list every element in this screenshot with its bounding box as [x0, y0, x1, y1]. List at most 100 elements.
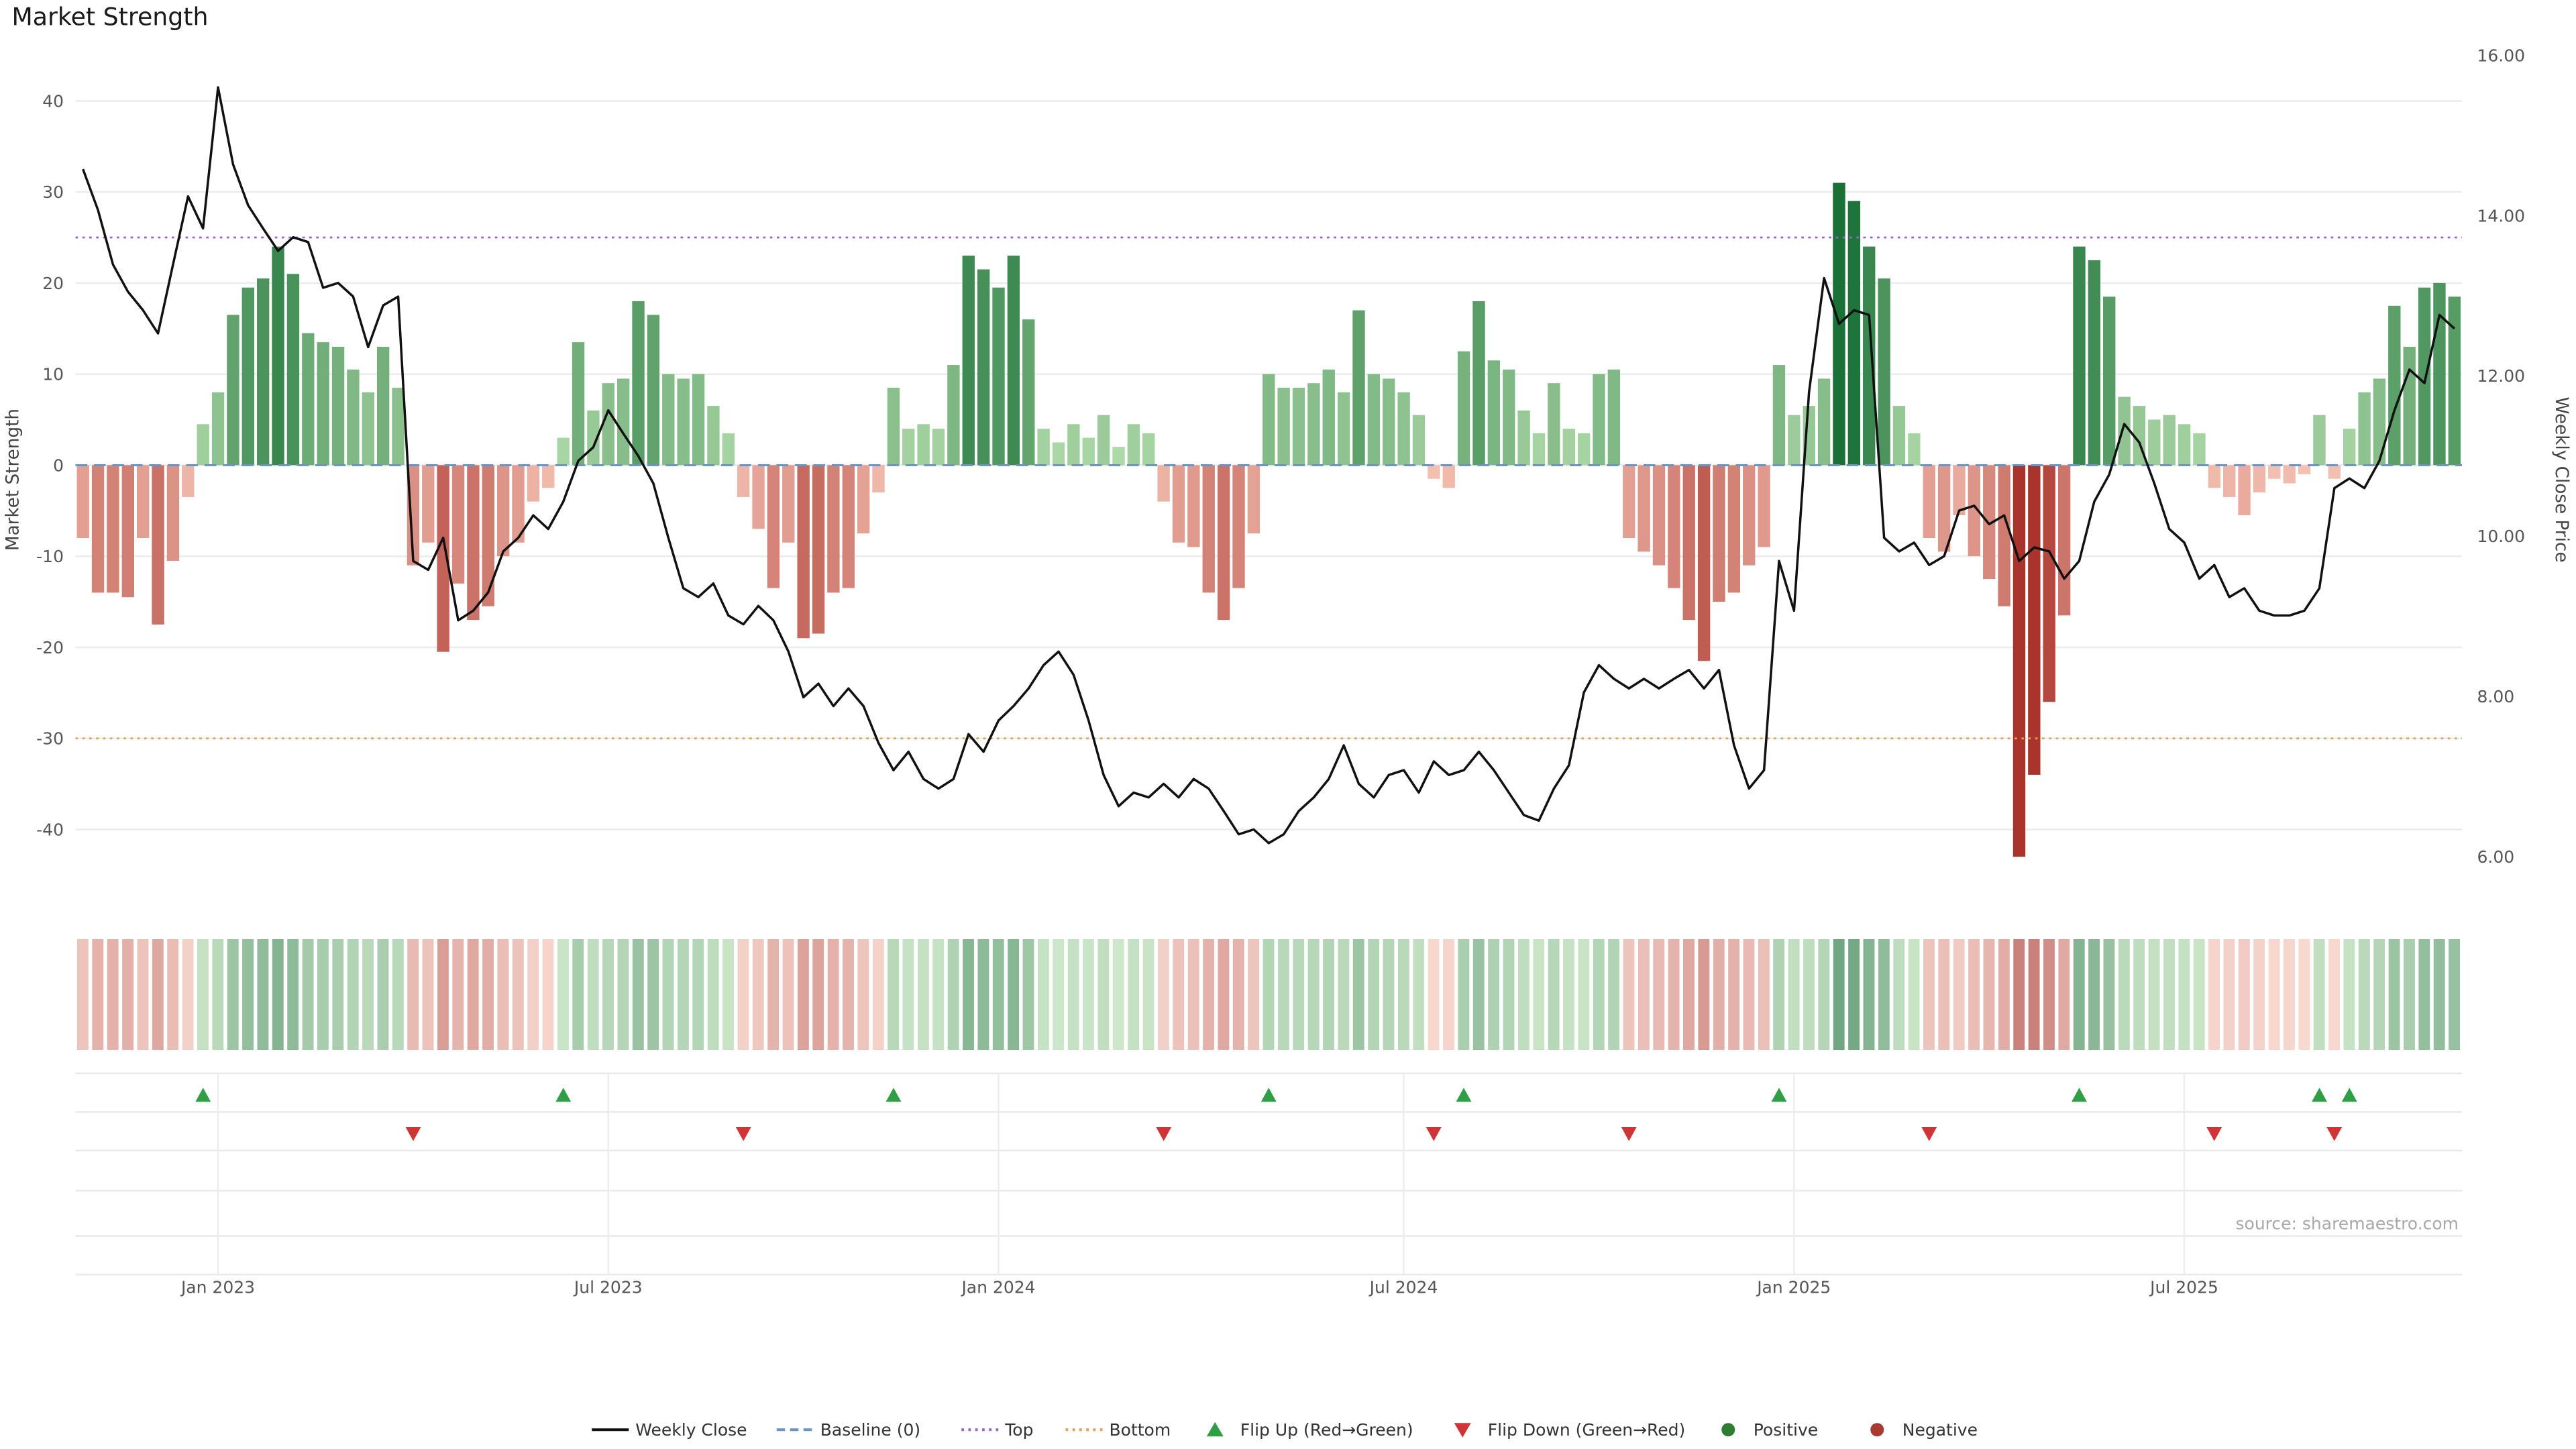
legend-label: Flip Up (Red→Green) — [1240, 1420, 1413, 1440]
strength-bar — [1202, 465, 1215, 593]
heatmap-cell — [602, 939, 614, 1050]
heatmap-cell — [1863, 939, 1875, 1050]
strength-bar — [1397, 392, 1410, 466]
left-axis-tick: 20 — [42, 274, 64, 293]
strength-bar — [227, 315, 239, 466]
heatmap-cell — [947, 939, 959, 1050]
heatmap-cell — [992, 939, 1004, 1050]
legend-label: Baseline (0) — [820, 1420, 920, 1440]
strength-bar — [422, 465, 435, 543]
heatmap-cell — [377, 939, 389, 1050]
strength-bar — [1727, 465, 1741, 593]
strength-bar — [827, 465, 840, 593]
heatmap-cell — [1173, 939, 1185, 1050]
left-axis-tick: 10 — [42, 365, 64, 384]
heatmap-cell — [422, 939, 434, 1050]
strength-bar — [1428, 465, 1440, 479]
negative-swatch-icon — [1870, 1423, 1884, 1437]
right-axis-tick: 14.00 — [2477, 206, 2526, 225]
strength-bar — [902, 429, 915, 466]
source-credit: source: sharemaestro.com — [2236, 1214, 2459, 1234]
strength-bar — [2328, 465, 2341, 479]
heatmap-cell — [2028, 939, 2040, 1050]
heatmap-cell — [1248, 939, 1260, 1050]
heatmap-cell — [932, 939, 945, 1050]
heatmap-cell — [1022, 939, 1034, 1050]
strength-bar — [1367, 374, 1381, 466]
x-axis-tick: Jul 2023 — [573, 1278, 643, 1297]
heatmap-cell — [2313, 939, 2325, 1050]
strength-bar — [1457, 351, 1470, 466]
strength-bar — [1593, 374, 1605, 466]
heatmap-cell — [692, 939, 704, 1050]
strength-bar — [152, 465, 164, 625]
flip-down-marker — [735, 1127, 751, 1141]
flip-down-marker — [405, 1127, 421, 1141]
strength-bar — [1548, 383, 1560, 466]
price-line — [82, 86, 2456, 845]
strength-bar — [1697, 465, 1711, 661]
heatmap-cell — [902, 939, 914, 1050]
legend-label: Negative — [1902, 1420, 1978, 1440]
strength-bar — [2298, 465, 2311, 474]
strength-bar — [2268, 465, 2281, 479]
strength-bar — [1127, 424, 1140, 466]
heatmap-cell — [2328, 939, 2340, 1050]
flip-down-marker — [2206, 1127, 2222, 1141]
strength-bar — [1953, 465, 1966, 516]
strength-bar — [857, 465, 870, 534]
strength-bar — [1142, 433, 1155, 466]
heatmap-cell — [1277, 939, 1289, 1050]
strength-bar — [1817, 378, 1831, 466]
strength-bar — [197, 424, 209, 466]
heatmap-cell — [2388, 939, 2400, 1050]
strength-bar — [2403, 346, 2416, 466]
heatmap-cell — [917, 939, 929, 1050]
x-axis-tick: Jan 2023 — [180, 1278, 255, 1297]
heatmap-cell — [332, 939, 344, 1050]
strength-bar — [2313, 415, 2326, 466]
heatmap-cell — [752, 939, 764, 1050]
strength-bar — [2358, 392, 2371, 466]
strength-bar — [782, 465, 795, 543]
heatmap-cell — [1263, 939, 1275, 1050]
heatmap-cell — [1683, 939, 1695, 1050]
strength-bar — [451, 465, 465, 584]
right-axis-title: Weekly Close Price — [2551, 397, 2571, 563]
heatmap-cell — [1998, 939, 2010, 1050]
heatmap-cell — [1008, 939, 1020, 1050]
heatmap-cell — [722, 939, 734, 1050]
strength-bar — [211, 392, 225, 466]
left-axis-tick: -20 — [36, 638, 64, 657]
flip-up-marker — [195, 1087, 211, 1102]
strength-bar — [286, 274, 300, 466]
strength-bar — [1352, 310, 1365, 466]
heatmap-cell — [1128, 939, 1140, 1050]
heatmap-cell — [92, 939, 104, 1050]
heatmap-cell — [872, 939, 884, 1050]
heatmap-cell — [1743, 939, 1755, 1050]
heatmap-cell — [1848, 939, 1860, 1050]
strength-bar — [182, 465, 195, 497]
strength-bar — [1112, 447, 1125, 466]
strength-bar — [1863, 246, 1876, 466]
strength-bar — [977, 269, 990, 466]
heatmap-cell — [512, 939, 524, 1050]
heatmap-cell — [1773, 939, 1785, 1050]
heatmap-cell — [707, 939, 719, 1050]
heatmap-cell — [2449, 939, 2460, 1050]
legend-item-top: Top — [961, 1420, 1033, 1440]
strength-bar — [1247, 465, 1260, 534]
positive-swatch-icon — [1721, 1423, 1735, 1437]
strength-bar — [1472, 301, 1485, 466]
strength-bar — [2418, 287, 2431, 466]
strength-bar — [482, 465, 494, 606]
right-axis-tick: 6.00 — [2477, 847, 2515, 867]
heatmap-cell — [2088, 939, 2100, 1050]
heatmap-cell — [2193, 939, 2205, 1050]
heatmap-cell — [1413, 939, 1425, 1050]
heatmap-cell — [2013, 939, 2025, 1050]
heatmap-cell — [1788, 939, 1800, 1050]
strength-bar — [1217, 465, 1230, 621]
strength-bar — [1638, 465, 1650, 552]
